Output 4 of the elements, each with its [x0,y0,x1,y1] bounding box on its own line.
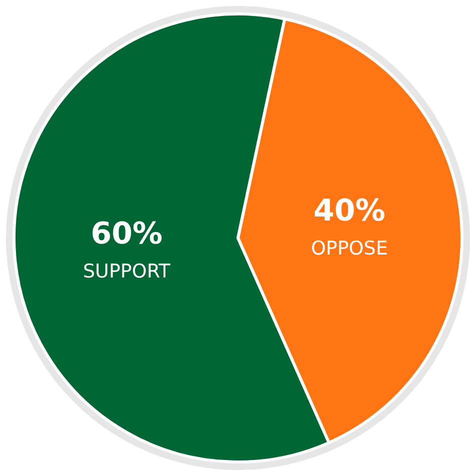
slice-label: SUPPORT [82,260,171,283]
slice-label: OPPOSE [310,237,388,260]
data-label: 40% [313,193,386,228]
data-label: 60% [90,216,163,252]
